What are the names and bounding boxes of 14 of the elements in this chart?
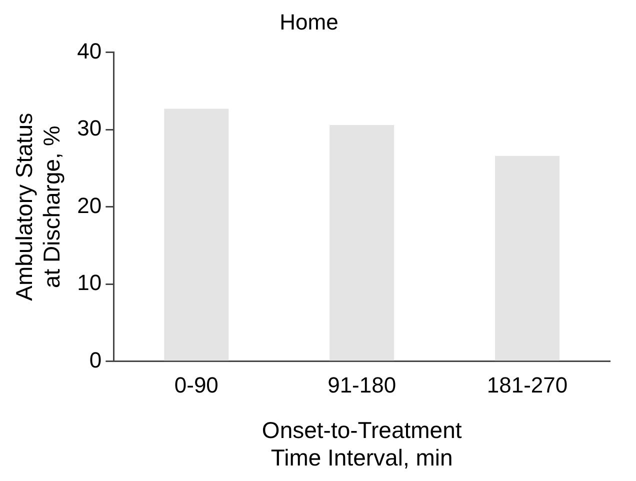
y-tick-label: 0	[89, 347, 102, 372]
y-tick-label: 10	[77, 270, 102, 296]
x-tick-label: 0-90	[174, 372, 218, 398]
y-tick-label: 40	[77, 38, 102, 64]
chart-title: Home	[280, 9, 338, 34]
y-axis-title: Ambulatory Status at Discharge, %	[11, 112, 65, 301]
bar	[495, 156, 560, 361]
x-tick-label: 91-180	[328, 372, 396, 398]
bar	[164, 108, 229, 361]
bar	[330, 125, 394, 361]
x-tick-label: 181-270	[486, 372, 568, 398]
x-axis-title: Onset-to-Treatment Time Interval, min	[262, 416, 462, 471]
y-tick-label: 30	[77, 116, 102, 141]
y-tick-label: 20	[77, 192, 102, 218]
